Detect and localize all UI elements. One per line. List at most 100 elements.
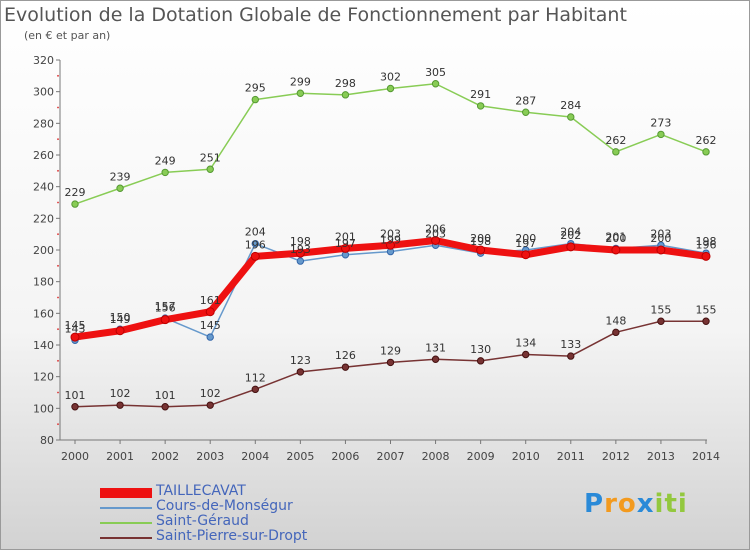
data-point	[521, 250, 531, 260]
data-label: 305	[425, 66, 446, 79]
data-point	[251, 385, 259, 394]
x-tick-label: 2007	[377, 450, 405, 463]
data-label: 143	[65, 322, 86, 335]
data-label: 262	[696, 134, 717, 147]
data-label: 145	[65, 319, 86, 332]
data-label: 101	[65, 389, 86, 402]
y-minor-dot	[57, 264, 59, 267]
data-label: 229	[65, 186, 86, 199]
legend-label: Saint-Géraud	[156, 513, 249, 529]
data-label: 284	[560, 99, 581, 112]
data-point	[115, 326, 125, 336]
data-point	[116, 184, 124, 192]
data-label: 298	[335, 77, 356, 90]
x-tick-label: 2012	[602, 450, 630, 463]
data-label: 155	[650, 303, 671, 316]
proxiti-logo: Proxiti	[584, 489, 688, 519]
data-label: 102	[200, 387, 221, 400]
data-label: 130	[470, 343, 491, 356]
data-label: 161	[200, 294, 221, 307]
data-point	[206, 401, 214, 409]
data-label: 123	[290, 354, 311, 367]
data-label: 155	[696, 303, 717, 316]
data-point	[657, 130, 665, 139]
data-point	[116, 401, 124, 409]
data-label: 295	[245, 82, 266, 95]
data-point	[206, 165, 214, 173]
legend-swatch	[100, 488, 152, 498]
data-label: 251	[200, 151, 221, 164]
data-label: 203	[650, 227, 671, 240]
data-point	[250, 251, 260, 261]
data-label: 148	[605, 314, 626, 327]
data-label: 196	[245, 238, 266, 251]
data-label: 203	[425, 227, 446, 240]
y-tick-label: 300	[33, 86, 54, 99]
data-point	[206, 333, 214, 341]
data-point	[431, 236, 441, 245]
legend-swatch	[100, 537, 152, 539]
data-point	[702, 148, 710, 156]
data-label: 198	[470, 235, 491, 248]
data-label: 206	[425, 223, 446, 236]
data-label: 249	[155, 154, 176, 167]
data-label: 302	[380, 71, 401, 84]
x-tick-label: 2006	[331, 450, 359, 463]
x-tick-label: 2014	[692, 450, 720, 463]
logo-letter: r	[604, 489, 618, 519]
logo-letter: i	[654, 489, 665, 519]
data-label: 201	[605, 230, 626, 243]
data-label: 129	[380, 344, 401, 357]
data-point	[160, 315, 170, 325]
data-label: 262	[605, 134, 626, 147]
y-tick-label: 260	[33, 149, 54, 162]
y-minor-dot	[57, 138, 59, 141]
data-point	[656, 245, 666, 255]
data-label: 101	[155, 389, 176, 402]
data-label: 145	[200, 319, 221, 332]
y-tick-label: 160	[33, 307, 54, 320]
data-label: 131	[425, 341, 446, 354]
data-point	[295, 248, 305, 258]
data-label: 204	[560, 226, 581, 239]
legend-label: Cours-de-Monségur	[156, 498, 293, 514]
data-label: 239	[110, 170, 131, 183]
data-point	[251, 95, 259, 104]
data-point	[251, 239, 259, 248]
data-point	[566, 242, 576, 252]
data-point	[341, 91, 350, 99]
legend-swatch	[100, 522, 152, 524]
data-point	[71, 200, 79, 208]
y-minor-dot	[57, 296, 59, 299]
data-label: 291	[470, 88, 491, 101]
data-point	[161, 403, 169, 411]
data-point	[612, 148, 620, 156]
data-point	[431, 80, 440, 88]
data-point	[611, 245, 621, 255]
data-point	[70, 332, 80, 342]
y-tick-label: 240	[33, 181, 54, 194]
x-tick-label: 2002	[151, 450, 179, 463]
data-point	[701, 251, 711, 261]
data-label: 197	[515, 237, 536, 250]
data-point	[522, 350, 530, 359]
data-point	[161, 168, 169, 177]
data-label: 273	[650, 116, 671, 129]
data-point	[341, 363, 350, 371]
y-minor-dot	[57, 423, 59, 426]
y-minor-dot	[57, 169, 59, 172]
data-label: 200	[515, 232, 536, 245]
data-label: 198	[696, 235, 717, 248]
data-point	[296, 368, 305, 376]
data-label: 202	[560, 229, 581, 242]
chart-subtitle: (en € et par an)	[24, 29, 111, 42]
y-tick-label: 320	[33, 54, 54, 67]
data-label: 299	[290, 75, 311, 88]
y-minor-dot	[57, 201, 59, 204]
data-label: 200	[650, 232, 671, 245]
data-label: 150	[110, 311, 131, 324]
data-point	[386, 240, 395, 250]
legend-label: Saint-Pierre-sur-Dropt	[156, 528, 308, 544]
data-label: 126	[335, 349, 356, 362]
y-minor-dot	[57, 233, 59, 236]
